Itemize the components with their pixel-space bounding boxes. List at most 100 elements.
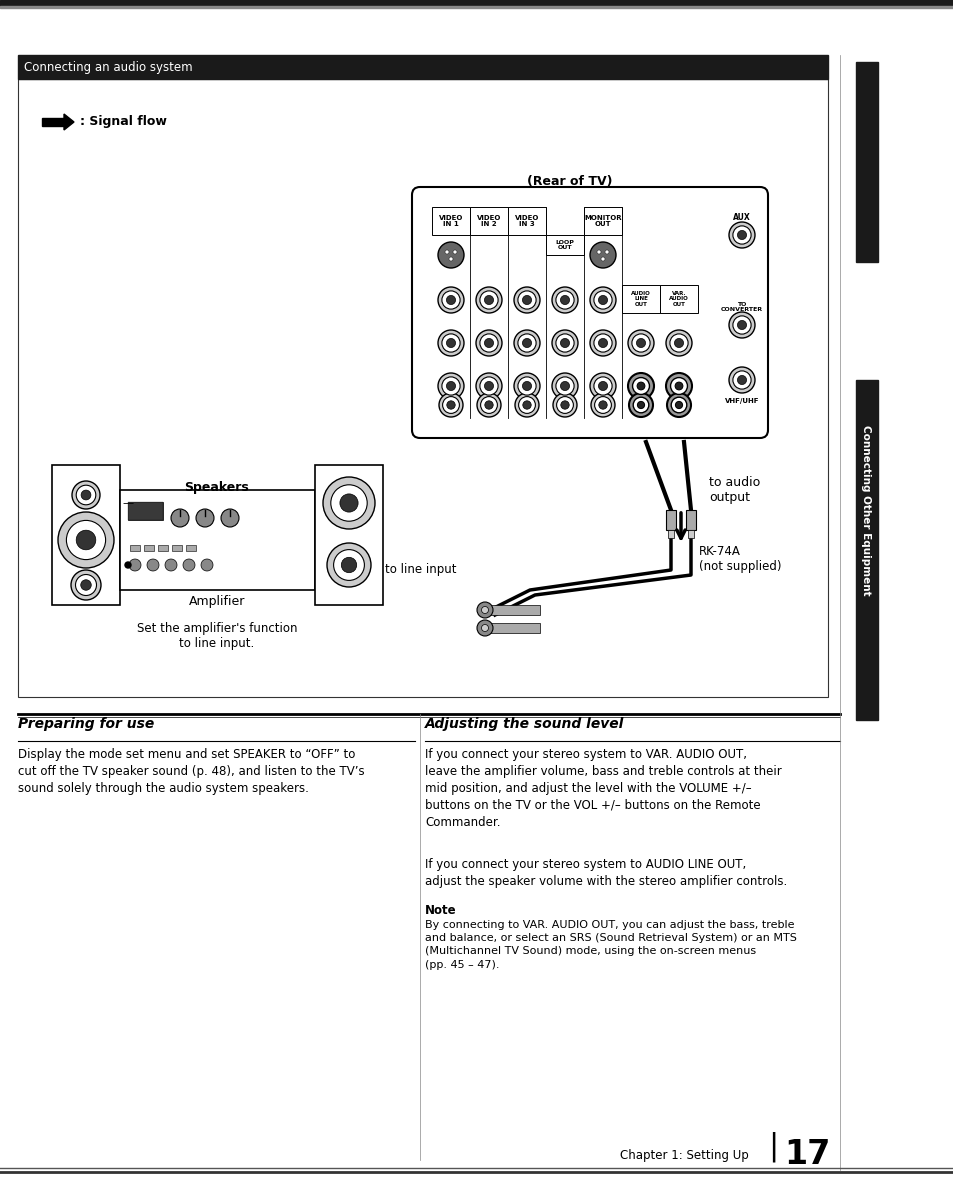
Circle shape — [552, 374, 578, 398]
Circle shape — [732, 315, 750, 334]
Circle shape — [165, 559, 177, 570]
Bar — [158, 546, 168, 551]
Circle shape — [341, 557, 356, 573]
FancyBboxPatch shape — [412, 187, 767, 438]
Circle shape — [637, 382, 644, 390]
Circle shape — [517, 334, 536, 352]
Circle shape — [446, 338, 456, 347]
Circle shape — [476, 620, 493, 636]
Circle shape — [81, 580, 91, 591]
Circle shape — [728, 312, 754, 338]
Circle shape — [597, 250, 600, 254]
Circle shape — [665, 330, 691, 356]
Bar — [0, 0, 953, 6]
Bar — [484, 605, 539, 616]
Circle shape — [221, 509, 239, 527]
Text: 17: 17 — [783, 1139, 829, 1172]
Circle shape — [479, 377, 497, 395]
Circle shape — [147, 559, 159, 570]
Circle shape — [195, 509, 213, 527]
Circle shape — [666, 393, 690, 417]
Text: LOOP
OUT: LOOP OUT — [555, 240, 574, 250]
Circle shape — [476, 330, 501, 356]
Bar — [659, 285, 698, 313]
Circle shape — [598, 295, 607, 305]
Circle shape — [674, 338, 683, 347]
Circle shape — [598, 338, 607, 347]
Circle shape — [737, 320, 746, 330]
Circle shape — [129, 559, 141, 570]
Circle shape — [594, 377, 612, 395]
Bar — [621, 285, 659, 313]
Circle shape — [449, 257, 453, 261]
Text: —: — — [122, 498, 133, 508]
Circle shape — [58, 512, 113, 568]
Circle shape — [589, 242, 616, 268]
Bar — [128, 502, 163, 519]
Circle shape — [553, 393, 577, 417]
Bar — [172, 546, 182, 551]
Circle shape — [76, 530, 95, 550]
Circle shape — [589, 330, 616, 356]
Circle shape — [515, 393, 538, 417]
Circle shape — [201, 559, 213, 570]
Circle shape — [522, 338, 531, 347]
Circle shape — [444, 250, 449, 254]
Circle shape — [67, 521, 106, 560]
Circle shape — [556, 334, 574, 352]
Text: |: | — [767, 1131, 778, 1162]
Circle shape — [556, 396, 573, 414]
Circle shape — [598, 382, 607, 390]
Circle shape — [675, 401, 682, 409]
Circle shape — [517, 291, 536, 310]
Circle shape — [522, 401, 531, 409]
Circle shape — [627, 330, 654, 356]
Text: By connecting to VAR. AUDIO OUT, you can adjust the bass, treble
and balance, or: By connecting to VAR. AUDIO OUT, you can… — [424, 920, 796, 970]
Bar — [120, 490, 314, 589]
Circle shape — [518, 396, 535, 414]
Circle shape — [331, 485, 367, 521]
Circle shape — [484, 382, 493, 390]
Bar — [52, 465, 120, 605]
Circle shape — [479, 291, 497, 310]
Circle shape — [732, 371, 750, 389]
Circle shape — [556, 377, 574, 395]
Circle shape — [514, 330, 539, 356]
Circle shape — [327, 543, 371, 587]
Circle shape — [552, 330, 578, 356]
Circle shape — [476, 393, 500, 417]
Bar — [855, 380, 877, 720]
Bar — [432, 208, 470, 235]
Text: MONITOR
OUT: MONITOR OUT — [583, 215, 621, 228]
Bar — [314, 465, 382, 605]
Text: VIDEO
IN 2: VIDEO IN 2 — [476, 215, 500, 228]
Circle shape — [437, 374, 463, 398]
Circle shape — [675, 382, 682, 390]
Circle shape — [441, 377, 459, 395]
Circle shape — [183, 559, 194, 570]
Text: Chapter 1: Setting Up: Chapter 1: Setting Up — [619, 1148, 748, 1161]
Circle shape — [517, 377, 536, 395]
Circle shape — [594, 291, 612, 310]
Text: Amplifier: Amplifier — [189, 595, 245, 608]
Circle shape — [559, 338, 569, 347]
Bar — [128, 502, 163, 519]
Circle shape — [476, 374, 501, 398]
Text: RK-74A
(not supplied): RK-74A (not supplied) — [699, 546, 781, 573]
Bar — [583, 208, 621, 235]
Circle shape — [594, 396, 611, 414]
Bar — [470, 208, 507, 235]
Text: : Signal flow: : Signal flow — [80, 115, 167, 128]
Circle shape — [323, 477, 375, 529]
Circle shape — [732, 225, 750, 244]
Text: to audio
output: to audio output — [708, 476, 760, 504]
Text: TO
CONVERTER: TO CONVERTER — [720, 301, 762, 312]
Text: Preparing for use: Preparing for use — [18, 718, 154, 731]
Circle shape — [522, 295, 531, 305]
Text: If you connect your stereo system to AUDIO LINE OUT,
adjust the speaker volume w: If you connect your stereo system to AUD… — [424, 857, 786, 888]
Circle shape — [728, 366, 754, 393]
Text: VIDEO
IN 3: VIDEO IN 3 — [515, 215, 538, 228]
Circle shape — [737, 376, 746, 384]
Bar — [18, 55, 827, 79]
Circle shape — [631, 334, 649, 352]
